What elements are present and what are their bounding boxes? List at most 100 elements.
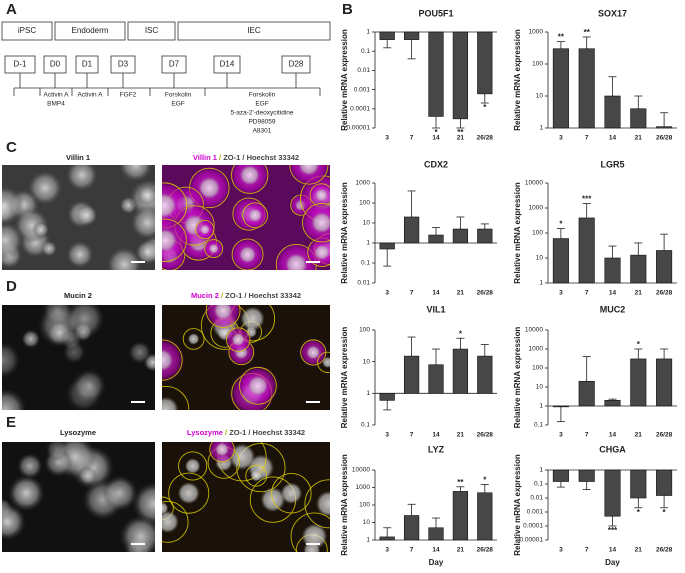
nucleus [187,333,200,345]
y-tick-label: 0.1 [361,422,370,429]
nucleus [315,490,330,517]
day-label: D-1 [14,60,27,69]
y-tick-label: 100 [359,200,370,207]
x-tick-label: 21 [457,290,465,297]
y-tick-label: 100 [359,327,370,334]
x-tick-label: 7 [585,290,589,297]
image-title: Lysozyme [60,428,96,437]
bar [630,358,647,407]
cell [17,453,43,479]
stage-box [177,21,331,41]
x-tick-label: 3 [559,135,563,142]
y-tick-label: 100 [532,365,543,372]
cell [134,239,155,266]
image-caption: Lysozyme / ZO-1 / Hoechst 33342 [187,428,305,437]
x-tick-label: 7 [410,547,414,554]
cell [2,184,25,226]
significance: * [559,220,563,229]
y-tick-label: 0.01 [530,495,543,502]
x-tick-label: 14 [609,432,617,439]
treatment-label: Activin A [78,92,104,99]
cell [118,165,154,183]
x-tick-label: 26/28 [477,432,494,439]
bar [656,250,673,284]
x-tick-label: 3 [559,290,563,297]
bar [552,238,569,284]
nucleus [314,244,330,261]
x-tick-label: 14 [432,290,440,297]
y-tick-label: 0.00001 [520,537,544,544]
nucleus [306,345,321,360]
bar [452,31,469,120]
bar [477,31,493,95]
caption-part: Villin 1 [193,153,217,162]
x-tick-label: 3 [385,432,389,439]
cell [72,369,107,403]
bar [604,257,621,284]
bar [452,491,469,541]
nucleus [248,208,262,223]
y-tick-label: 1000 [529,205,544,212]
junction [289,165,329,185]
cell [21,329,41,349]
junction [242,202,269,229]
x-tick-label: 3 [559,547,563,554]
nucleus [198,177,221,199]
image-title: Villin 1 [66,153,90,162]
junction [231,238,264,270]
significance: * [483,476,487,485]
significance: * [637,340,641,349]
bar [604,469,621,517]
y-tick-label: 0.1 [534,422,543,429]
x-tick-label: 7 [410,135,414,142]
junction [182,328,205,350]
x-tick-label: 26/28 [656,290,673,297]
cell [45,442,68,461]
caption-part: / Hoechst 33342 [242,291,301,300]
cell [60,328,83,351]
y-tick-label: 10000 [525,327,543,334]
y-tick-label: 10000 [525,180,543,187]
caption-part: Mucin 2 [191,291,219,300]
treatment-label: EGF [171,101,184,108]
bar [452,228,469,244]
junction [317,351,330,373]
y-tick-label: 1 [539,125,543,132]
micrograph [2,442,155,552]
y-tick-label: 1 [366,240,370,247]
nucleus [239,165,260,186]
chart-title: VIL1 [426,304,445,314]
significance: * [663,508,667,517]
bar [403,515,420,541]
x-tick-label: 26/28 [656,547,673,554]
bar [428,364,444,394]
junction [209,442,235,463]
nucleus [239,246,257,264]
x-tick-label: 14 [432,547,440,554]
nucleus [177,482,200,505]
x-tick-label: 3 [385,290,389,297]
junction [168,472,210,514]
bar [452,348,469,394]
cell [2,341,21,379]
y-tick-label: 0.0001 [350,106,370,113]
bar [578,217,595,284]
x-tick-label: 14 [609,135,617,142]
junction [226,327,251,352]
nucleus [162,510,179,534]
stage-label: ISC [145,26,159,35]
nucleus [184,458,201,474]
cell [65,165,99,192]
bar [552,48,569,129]
bar [379,536,395,541]
x-tick-label: 14 [432,135,440,142]
x-tick-label: 21 [635,432,643,439]
y-tick-label: 1000 [529,29,544,36]
bar [630,254,647,284]
significance: *** [582,195,592,204]
y-axis-label: Relative mRNA expression [340,454,349,556]
chart-title: POU5F1 [418,8,453,18]
x-tick-label: 7 [585,135,589,142]
day-label: D14 [220,60,235,69]
